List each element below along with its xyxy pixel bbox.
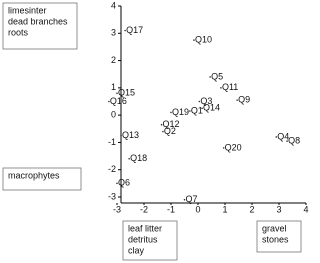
annotation-text: roots — [8, 27, 29, 37]
x-tick-label: 3 — [276, 204, 281, 214]
annotation-box — [256, 220, 302, 253]
point — [183, 198, 186, 201]
point-label: Q3 — [200, 96, 212, 106]
annotation-text: limesinter — [8, 5, 47, 15]
point — [120, 134, 122, 137]
point-label: Q7 — [186, 194, 198, 204]
point — [236, 99, 238, 101]
y-tick-label: -2 — [108, 164, 116, 174]
point — [124, 29, 126, 32]
annotation-box — [2, 167, 82, 191]
point — [189, 110, 191, 112]
point — [108, 100, 110, 103]
point-label: Q6 — [118, 178, 130, 188]
x-tick-label: -3 — [113, 204, 121, 214]
point — [275, 136, 278, 138]
annotation-text: gravel — [262, 223, 287, 233]
annotation-text: clay — [128, 245, 145, 255]
annotation-text: dead branches — [8, 16, 68, 26]
annotation-box — [2, 2, 78, 50]
point — [162, 130, 164, 133]
point — [201, 107, 203, 110]
point-label: Q19 — [172, 107, 189, 117]
y-tick-label: 3 — [111, 28, 116, 38]
y-tick-label: 0 — [111, 110, 116, 120]
annotation-box — [122, 220, 178, 261]
point-label: Q14 — [203, 103, 220, 113]
point-label: Q15 — [118, 88, 135, 98]
point-label: Q16 — [110, 96, 127, 106]
point — [128, 158, 130, 160]
point-label: Q5 — [211, 71, 223, 81]
point-label: Q11 — [222, 82, 238, 92]
point-label: Q1 — [191, 105, 203, 115]
y-tick-label: -3 — [108, 191, 116, 201]
point-label: Q4 — [277, 131, 289, 141]
x-tick-label: -1 — [167, 204, 175, 214]
annotation-text: stones — [262, 234, 289, 244]
x-tick-label: 1 — [222, 204, 227, 214]
point — [286, 140, 288, 142]
point — [170, 111, 172, 114]
annotation-text: macrophytes — [8, 170, 60, 180]
y-tick-label: 4 — [111, 0, 116, 10]
point — [116, 182, 118, 185]
point-label: Q13 — [122, 130, 139, 140]
y-tick-label: 2 — [111, 55, 116, 65]
point — [220, 87, 222, 89]
y-tick-label: 1 — [111, 82, 116, 92]
x-tick-label: 0 — [195, 204, 200, 214]
x-tick-label: -2 — [140, 204, 148, 214]
point-label: Q17 — [126, 25, 143, 35]
point-label: Q10 — [195, 34, 212, 44]
point-label: Q12 — [163, 119, 180, 129]
point — [209, 76, 211, 78]
y-tick-label: -1 — [108, 137, 116, 147]
point — [116, 92, 118, 95]
point-label: Q20 — [225, 142, 242, 152]
point — [160, 123, 163, 126]
point-label: Q9 — [238, 95, 250, 105]
x-tick-label: 2 — [249, 204, 254, 214]
annotation-text: leaf litter — [128, 223, 162, 233]
point-label: Q2 — [164, 126, 176, 136]
point — [193, 39, 195, 41]
annotation-text: detritus — [128, 234, 158, 244]
point-label: Q18 — [130, 153, 147, 163]
point-label: Q8 — [288, 135, 300, 145]
x-tick-label: 4 — [303, 204, 308, 214]
point — [222, 147, 225, 149]
point — [198, 100, 201, 103]
